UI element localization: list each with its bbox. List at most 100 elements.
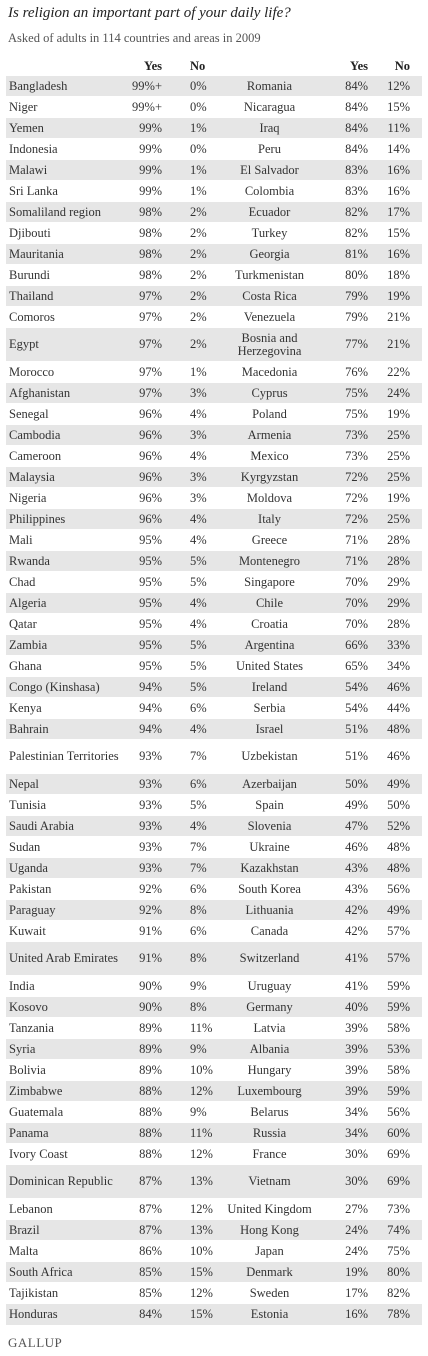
country-right: Singapore: [244, 574, 295, 589]
table-row: Indonesia 99% 0% Peru 84% 14%: [6, 138, 422, 160]
table-row: Kenya 94% 6% Serbia 54% 44%: [6, 697, 422, 719]
table-row: Tajikistan 85% 12% Sweden 17% 82%: [6, 1282, 422, 1304]
yes-right: 70%: [345, 616, 368, 631]
table-row: Tanzania 89% 11% Latvia 39% 58%: [6, 1017, 422, 1039]
no-right: 56%: [387, 1104, 410, 1119]
no-left: 1%: [190, 162, 207, 177]
yes-right: 34%: [345, 1104, 368, 1119]
yes-right: 79%: [345, 309, 368, 324]
country-left: Mauritania: [9, 246, 64, 261]
table-row: Syria 89% 9% Albania 39% 53%: [6, 1038, 422, 1060]
yes-right: 84%: [345, 99, 368, 114]
no-left: 5%: [190, 679, 207, 694]
yes-left: 95%: [139, 553, 162, 568]
table-row: Lebanon 87% 12% United Kingdom 27% 73%: [6, 1198, 422, 1220]
table-row: Zimbabwe 88% 12% Luxembourg 39% 59%: [6, 1080, 422, 1102]
no-right: 15%: [387, 99, 410, 114]
yes-right: 77%: [345, 337, 368, 351]
table-row: Uganda 93% 7% Kazakhstan 43% 48%: [6, 857, 422, 879]
no-left: 13%: [190, 1174, 213, 1188]
no-left: 12%: [190, 1146, 213, 1161]
yes-right: 46%: [345, 839, 368, 854]
country-left: Tanzania: [9, 1020, 54, 1035]
page-subtitle: Asked of adults in 114 countries and are…: [8, 31, 261, 45]
no-left: 2%: [190, 246, 207, 261]
no-left: 4%: [190, 532, 207, 547]
country-left: Congo (Kinshasa): [9, 679, 100, 694]
no-right: 74%: [387, 1222, 410, 1237]
table-row: Tunisia 93% 5% Spain 49% 50%: [6, 794, 422, 816]
yes-right: 17%: [345, 1285, 368, 1300]
country-right: Belarus: [250, 1104, 289, 1119]
no-right: 75%: [387, 1243, 410, 1258]
yes-right: 50%: [345, 776, 368, 791]
no-left: 4%: [190, 818, 207, 833]
table-row: Nepal 93% 6% Azerbaijan 50% 49%: [6, 773, 422, 795]
country-left: Afghanistan: [9, 385, 71, 400]
yes-left: 93%: [139, 818, 162, 833]
no-right: 18%: [387, 267, 410, 282]
yes-right: 24%: [345, 1243, 368, 1258]
country-left: India: [9, 978, 35, 993]
country-left: Nigeria: [9, 490, 47, 505]
country-right: Montenegro: [238, 553, 301, 568]
table-row: Kuwait 91% 6% Canada 42% 57%: [6, 920, 422, 942]
table-row: Congo (Kinshasa) 94% 5% Ireland 54% 46%: [6, 676, 422, 698]
yes-right: 39%: [345, 1062, 368, 1077]
country-right: Ecuador: [248, 204, 291, 219]
no-left: 4%: [190, 616, 207, 631]
no-right: 48%: [387, 860, 410, 875]
country-right: Iraq: [259, 120, 280, 135]
no-left: 4%: [190, 448, 207, 463]
no-left: 12%: [190, 1285, 213, 1300]
country-left: Algeria: [9, 595, 47, 610]
country-left: Niger: [9, 99, 38, 114]
yes-left: 91%: [139, 951, 162, 965]
table-row: Mauritania 98% 2% Georgia 81% 16%: [6, 243, 422, 265]
no-left: 1%: [190, 120, 207, 135]
yes-right: 42%: [345, 902, 368, 917]
yes-left: 98%: [139, 246, 162, 261]
yes-right: 70%: [345, 574, 368, 589]
no-right: 34%: [387, 658, 410, 673]
country-left: Bahrain: [9, 721, 49, 736]
country-right: Nicaragua: [243, 99, 296, 114]
gallup-logo: GALLUP: [8, 1335, 63, 1350]
yes-left: 93%: [139, 776, 162, 791]
yes-left: 95%: [139, 658, 162, 673]
country-right: Chile: [255, 595, 284, 610]
country-left: Sudan: [9, 839, 41, 854]
no-right: 48%: [387, 721, 410, 736]
no-left: 2%: [190, 288, 207, 303]
table-row: Malaysia 96% 3% Kyrgyzstan 72% 25%: [6, 466, 422, 488]
yes-right: 72%: [345, 511, 368, 526]
table-row: Burundi 98% 2% Turkmenistan 80% 18%: [6, 264, 422, 286]
country-right: United States: [235, 658, 303, 673]
table-row: Chad 95% 5% Singapore 70% 29%: [6, 571, 422, 593]
yes-right: 66%: [345, 637, 368, 652]
country-left: Chad: [9, 574, 36, 589]
yes-right: 41%: [345, 951, 368, 965]
yes-left: 96%: [139, 511, 162, 526]
header-yes-right: Yes: [349, 58, 368, 73]
country-right: Lithuania: [245, 902, 294, 917]
country-right: Luxembourg: [237, 1083, 302, 1098]
no-right: 21%: [387, 337, 410, 351]
no-right: 59%: [387, 1083, 410, 1098]
country-left: Brazil: [9, 1222, 40, 1237]
country-left: Guatemala: [9, 1104, 64, 1119]
yes-right: 81%: [345, 246, 368, 261]
country-left: Malaysia: [9, 469, 55, 484]
table-row: Guatemala 88% 9% Belarus 34% 56%: [6, 1101, 422, 1123]
yes-left: 99%+: [132, 78, 162, 93]
no-left: 9%: [190, 1104, 207, 1119]
country-right: Turkey: [251, 225, 288, 240]
country-left: Ghana: [9, 658, 42, 673]
no-left: 0%: [190, 99, 207, 114]
no-right: 57%: [387, 951, 410, 965]
yes-left: 95%: [139, 532, 162, 547]
table-row: Bangladesh 99%+ 0% Romania 84% 12%: [6, 75, 422, 97]
no-right: 69%: [387, 1146, 410, 1161]
yes-left: 89%: [139, 1062, 162, 1077]
no-left: 7%: [190, 860, 207, 875]
